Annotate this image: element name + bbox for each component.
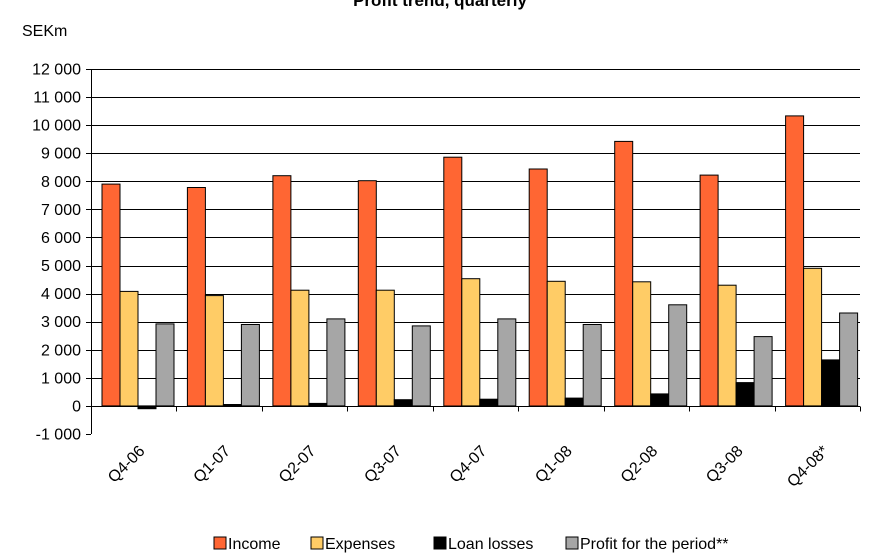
bar-income [272,175,292,407]
x-tick-label: Q2-07 [276,443,320,487]
y-tick-label: 8 000 [41,174,81,191]
legend-swatch [213,536,227,550]
y-tick-label: 1 000 [41,370,81,387]
bar-profit-for-the-period [411,325,431,407]
bar-loan-losses [137,405,157,410]
y-tick-label: 11 000 [33,90,81,107]
x-tick-label: Q2-08 [618,443,662,487]
y-tick-label: 4 000 [41,286,81,303]
y-tick-labels: -1 000 0 1 000 2 000 3 000 4 000 5 000 6 000 7 0… [32,62,81,444]
legend-item: Profit for the period** [565,536,729,553]
bar-loan-losses [308,402,328,407]
legend-label: Expenses [325,536,395,553]
bar-expenses [204,295,224,407]
legend-item: Expenses [310,536,395,553]
x-tick-label: Q3-08 [703,443,747,487]
bar-loan-losses [393,399,413,407]
bar-loan-losses [735,382,755,407]
bar-income [357,180,377,407]
y-tick-label: 0 [72,398,81,415]
bar-profit-for-the-period [155,323,175,407]
y-tick-label: 3 000 [41,314,81,331]
legend-item: Income [213,536,281,553]
y-tick-label: 9 000 [41,146,81,163]
x-tick-labels: Q4-06 Q1-07 Q2-07 Q3-07 Q4-07 Q1-08 Q2-08 Q3-08… [105,443,832,491]
bar-expenses [375,289,395,407]
x-tick-label: Q4-06 [105,443,149,487]
bar-profit-for-the-period [839,312,859,407]
bar-profit-for-the-period [326,318,346,407]
axes [86,69,861,435]
bars [101,115,859,410]
legend-label: Income [228,536,281,553]
legend-swatch [433,536,447,550]
chart-title: Profit trend, quarterly [353,0,527,10]
bar-income [614,140,634,407]
bar-expenses [632,281,652,407]
bar-expenses [290,289,310,407]
bar-income [785,115,805,407]
y-tick-label: 7 000 [41,202,81,219]
bar-loan-losses [650,393,670,407]
x-tick-label: Q3-07 [361,443,405,487]
x-tick-label: Q1-07 [191,443,235,487]
y-tick-label: 5 000 [41,258,81,275]
y-tick-label: 10 000 [32,118,81,135]
bar-income [186,187,206,407]
bar-loan-losses [821,359,841,407]
x-tick-label: Q4-08* [784,443,832,491]
bar-income [699,174,719,407]
bar-expenses [717,284,737,407]
legend-label: Profit for the period** [580,536,729,553]
bar-loan-losses [564,397,584,407]
bar-expenses [803,267,823,407]
bar-loan-losses [479,398,499,407]
bar-expenses [119,290,139,407]
legend-swatch [565,536,579,550]
y-tick-label: 12 000 [32,62,81,79]
bar-income [528,168,548,407]
y-tick-label: 6 000 [41,230,81,247]
bar-profit-for-the-period [497,318,517,407]
bar-income [101,183,121,407]
bar-loan-losses [222,404,242,407]
bar-profit-for-the-period [668,304,688,407]
bar-expenses [461,278,481,407]
legend-label: Loan losses [448,536,533,553]
y-tick-label: -1 000 [36,427,81,444]
bar-profit-for-the-period [240,324,260,407]
bar-profit-for-the-period [753,336,773,407]
bar-income [443,156,463,407]
legend-item: Loan losses [433,536,533,553]
x-tick-label: Q4-07 [447,443,491,487]
bar-profit-for-the-period [582,324,602,407]
legend-swatch [310,536,324,550]
legend: Income Expenses Loan losses Profit for the … [213,536,729,553]
y-tick-label: 2 000 [41,342,81,359]
bar-expenses [546,280,566,407]
y-unit-label: SEKm [22,23,67,40]
x-tick-label: Q1-08 [532,443,576,487]
